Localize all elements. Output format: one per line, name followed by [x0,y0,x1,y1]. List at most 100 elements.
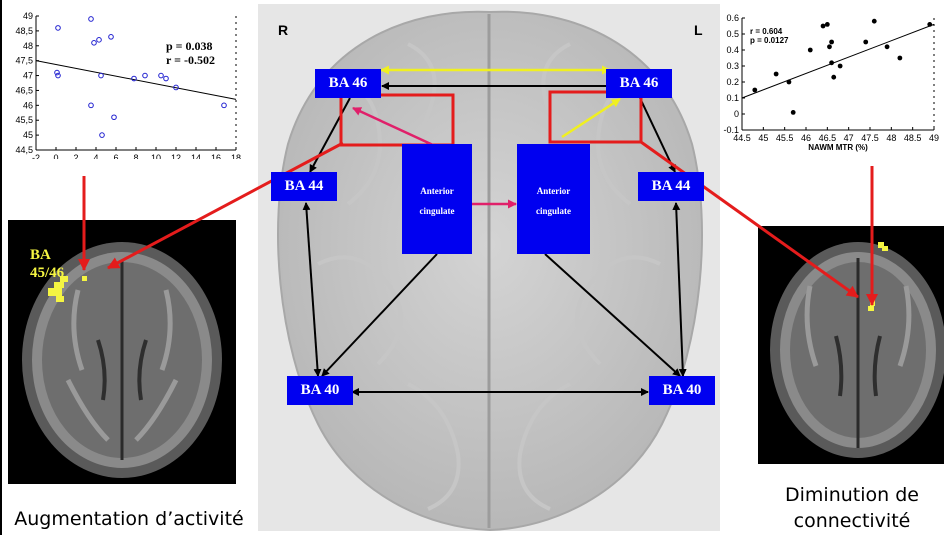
right-scatter-svg: 44.5 45 45.5 46 46.5 47 47.5 48 48.5 49 0.6 0.5 0.4 0… [723,13,939,152]
y-tick-label: 46,5 [15,85,33,95]
x-tick-label: 0 [53,153,58,159]
roi-left-to-mri-arrow [640,140,859,299]
left-brain-slice [22,242,222,478]
data-point [752,87,758,93]
ba44-right-box: BA 44 [271,172,337,201]
ba46r-ba44r-link [309,97,351,173]
left-mri-image: BA 45/46 [8,220,236,484]
stat-label: p = 0.038 [166,39,213,53]
x-tick-label: 46.5 [819,133,837,143]
data-point [871,18,877,24]
x-tick-label: 48.5 [904,133,922,143]
data-point [55,25,61,31]
data-point [99,132,105,138]
y-tick-label: 46 [23,100,33,110]
data-point [142,72,148,79]
data-point [173,84,179,91]
x-tick-label: 2 [73,153,78,159]
data-point [807,47,813,53]
left-activation-cluster [48,276,87,302]
acl-ba40l-link [544,253,681,377]
x-tick-label: 6 [113,153,118,159]
x-tick-label: 18 [231,153,241,159]
stat-label: p = 0.0127 [750,36,789,45]
x-tick-label: 44.5 [733,133,751,143]
acl-roi-yellow-arrow [561,97,621,139]
ba44-left-box: BA 44 [638,172,704,201]
stat-label: r = 0.604 [750,27,783,36]
ac-left-line1: Anterior [536,186,571,196]
y-tick-label: 0.1 [726,93,739,103]
right-hemisphere-label: R [278,22,289,38]
y-tick-label: 0.6 [726,13,739,23]
data-point [96,37,102,43]
data-point [824,22,830,27]
ba44l-ba40l-link [672,202,687,377]
anterior-cingulate-right-box: Anterior cingulate [402,144,472,254]
data-point [108,34,114,40]
x-tick-label: -2 [32,153,40,159]
x-tick-label: 4 [93,153,98,159]
y-tick-label: 0.2 [726,77,739,87]
data-point [884,44,890,50]
data-point [831,74,837,80]
x-tick-label: 49 [929,133,939,143]
data-point [897,55,903,61]
data-point [88,102,94,109]
regression-line [741,23,935,99]
y-tick-label: 0.3 [726,61,739,71]
x-tick-label: 16 [211,153,221,159]
x-tick-label: 48 [886,133,896,143]
data-point [111,114,117,121]
roi-left [548,90,643,144]
x-tick-label: 14 [191,153,201,159]
y-tick-label: 47,5 [15,56,33,66]
ac-left-line2: cingulate [536,206,571,216]
data-point [863,39,869,45]
data-point [927,22,933,27]
right-caption: Diminution de connectivité [760,482,944,534]
roi-right [339,93,455,147]
acr-ba40r-link [321,253,438,377]
data-point [91,40,97,46]
data-point [790,110,796,115]
y-tick-label: 45,5 [15,115,33,125]
right-caption-line2: connectivité [793,510,911,532]
y-tick-label: -0.1 [723,125,739,135]
left-scatter-plot: -2 0 2 4 6 8 10 12 14 16 18 49 48,5 48 47,5 47 46,5 46 45,… [6,4,244,163]
ac-right-line2: cingulate [419,206,455,216]
right-brain-slice [770,242,944,458]
y-tick-label: 45 [23,130,33,140]
x-tick-label: 46 [801,133,811,143]
data-point [827,44,832,50]
left-frame-border [0,0,2,535]
left-mri-label-line1: BA [30,247,51,263]
ba40-right-box: BA 40 [287,376,353,405]
left-mri-label-line2: 45/46 [30,265,65,281]
left-caption: Augmentation d’activité [14,508,244,530]
x-tick-label: 8 [133,153,138,159]
data-point [773,71,779,77]
y-tick-label: 44,5 [15,145,33,155]
left-mri-label: BA 45/46 [30,246,64,282]
data-point [786,79,792,85]
ba46-left-box: BA 46 [606,69,672,98]
data-point [158,72,164,79]
ac-right-line1: Anterior [420,186,454,196]
ba40-left-box: BA 40 [649,376,715,405]
data-point [55,72,61,79]
data-point [88,16,94,22]
x-tick-label: 45 [758,133,768,143]
ba46l-ba44l-link [639,97,676,173]
ba44r-ba40r-link [302,202,322,377]
y-tick-label: 0.4 [726,45,739,55]
y-tick-label: 0.5 [726,29,739,39]
y-tick-label: 0 [734,109,739,119]
y-tick-label: 49 [23,11,33,21]
x-tick-label: 45.5 [776,133,794,143]
ba46-right-box: BA 46 [315,69,381,98]
x-axis-title: NAWM MTR (%) [808,143,868,152]
x-tick-label: 47.5 [861,133,879,143]
right-caption-line1: Diminution de [785,484,919,506]
